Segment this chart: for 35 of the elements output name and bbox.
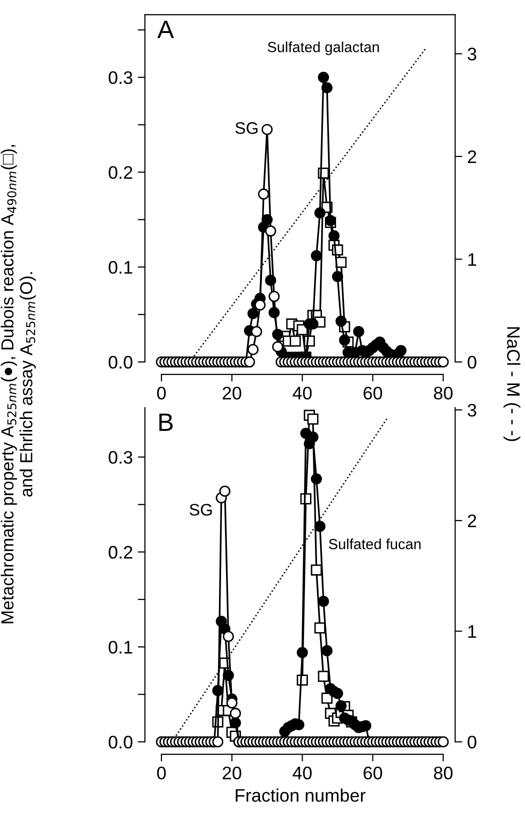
annotation: A — [157, 20, 174, 38]
y-tick-label: 0.3 — [108, 71, 132, 84]
annotation: Sulfated fucan — [328, 538, 421, 550]
annotation: B — [159, 414, 173, 431]
y2-tick-label: 1 — [468, 253, 476, 266]
y-tick-label: 0.1 — [108, 640, 132, 654]
x-tick-label: 0 — [157, 766, 166, 780]
x-tick-label: 0 — [157, 386, 166, 400]
annotation: Sulfated galactan — [268, 42, 379, 56]
y-tick-label: 0.3 — [108, 450, 132, 464]
y-tick-label: 0.1 — [108, 260, 132, 274]
y-tick-label: 0.0 — [108, 356, 132, 369]
y2-tick-label: 3 — [468, 404, 476, 417]
x-tick-label: 80 — [434, 386, 453, 400]
y2-tick-label: 3 — [468, 48, 476, 60]
x-tick-label: 60 — [364, 386, 382, 400]
x-tick-label: 40 — [292, 386, 312, 400]
y-tick-label: 0.2 — [108, 546, 132, 559]
x-tick-label: 80 — [434, 766, 453, 780]
x-tick-label: 40 — [292, 766, 312, 780]
y2-tick-label: 2 — [468, 514, 476, 528]
y2-tick-label: 0 — [468, 356, 476, 369]
x-tick-label: 20 — [222, 766, 242, 780]
annotation: SG — [190, 504, 212, 516]
y-tick-label: 0.2 — [108, 166, 132, 179]
annotation: SG — [235, 122, 258, 134]
y-tick-label: 0.0 — [108, 736, 132, 749]
x-tick-label: 60 — [364, 766, 382, 780]
x-axis-title: Fraction number — [236, 788, 366, 802]
y2-axis-title: NaCl - M (- - -) — [503, 327, 520, 442]
x-tick-label: 20 — [222, 386, 242, 400]
y2-tick-label: 2 — [468, 150, 476, 164]
y2-tick-label: 1 — [468, 625, 476, 638]
text: Metachromatic property A$_{525nm}$(●), Dubois reaction A$_{490nm}$(□), and Ehrlich assay A$_{525nm}$(O). — [0, 145, 36, 624]
y2-tick-label: 0 — [468, 736, 476, 749]
